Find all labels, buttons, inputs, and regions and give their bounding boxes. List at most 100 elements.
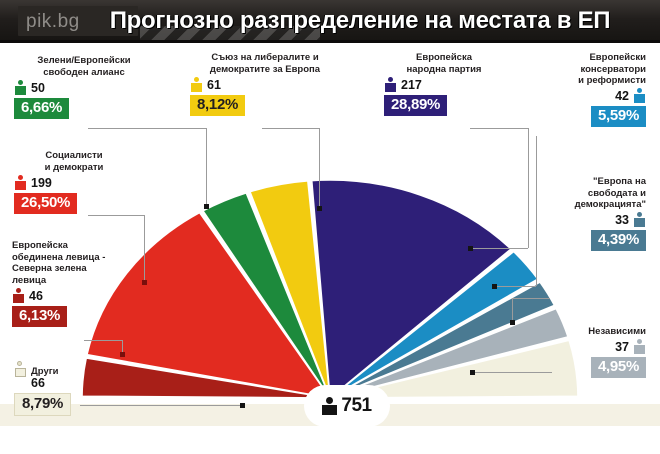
label-efd-name-1: свободата и [587, 187, 646, 199]
pie-slice [81, 357, 331, 399]
label-other-seats: 66 [31, 376, 45, 390]
label-sd: Социалисти и демократи 199 26,50% [14, 150, 134, 214]
header-bar: pik.bg Прогнозно разпределение на местат… [0, 0, 660, 43]
leader-line-alde-h [262, 128, 319, 129]
person-icon-ni [633, 338, 646, 354]
label-gue-name-0: Европейска [12, 240, 68, 251]
site-watermark: pik.bg [26, 11, 80, 32]
label-efd: "Европа на свободата и демокрацията" 33 … [526, 176, 646, 251]
label-gue-name-3: левица [12, 274, 47, 286]
label-epp-seats: 217 [401, 78, 422, 92]
label-sd-seats: 199 [31, 176, 52, 190]
leader-line-ni-h [472, 372, 552, 373]
label-ecr-name-0: Европейски [589, 52, 646, 63]
person-icon-epp [384, 77, 397, 92]
leader-line-alde-v [319, 128, 320, 208]
footer: Източник: Европейски парламент и TNS Opi… [0, 426, 660, 454]
label-greens-seats: 50 [31, 81, 45, 95]
leader-dot-greens [204, 204, 209, 209]
pie-slice [329, 280, 556, 399]
leader-line-ecr-v [536, 136, 537, 286]
label-gue: Европейска обединена левица - Северна зе… [12, 240, 142, 327]
leader-dot-alde [317, 206, 322, 211]
label-efd-name-0: "Европа на [593, 176, 646, 187]
label-other-name-0: Други [31, 365, 59, 377]
label-sd-pct: 26,50% [14, 193, 78, 214]
label-ni: Независими 37 4,95% [530, 326, 646, 378]
leader-dot-sd [142, 280, 147, 285]
leader-line-sd-v [144, 215, 145, 282]
label-alde-name-0: Съюз на либералите и [211, 52, 319, 63]
leader-dot-other [240, 403, 245, 408]
label-alde-name-1: демократите за Европа [209, 63, 321, 75]
person-icon-alde [190, 77, 203, 92]
leader-line-epp-v [528, 128, 529, 248]
label-gue-pct: 6,13% [12, 306, 68, 327]
pie-slice [201, 191, 331, 399]
label-epp: Европейска народна партия 217 28,89% [384, 52, 504, 116]
label-ecr: Европейски консерватори и реформисти 42 … [514, 52, 646, 127]
leader-line-epp-h2 [470, 248, 528, 249]
label-efd-seats: 33 [615, 212, 629, 227]
label-alde-pct: 8,12% [190, 95, 246, 116]
person-icon-other [14, 361, 27, 377]
label-greens-pct: 6,66% [14, 98, 70, 119]
leader-line-gue-v [122, 340, 123, 354]
person-icon-ecr [633, 87, 646, 103]
leader-line-greens-v [206, 128, 207, 206]
leader-dot-ni [470, 370, 475, 375]
leader-line-epp-h [470, 128, 528, 129]
label-efd-pct: 4,39% [590, 229, 646, 251]
leader-line-gue-h [84, 340, 122, 341]
pie-slice [310, 179, 513, 400]
label-ni-seats: 37 [615, 339, 629, 354]
label-gue-name-1: обединена левица - [12, 251, 106, 263]
label-gue-name-2: Северна зелена [12, 263, 87, 274]
pie-slice [329, 250, 540, 399]
label-sd-name-1: и демократи [44, 161, 104, 173]
label-epp-name-1: народна партия [406, 63, 482, 75]
label-alde: Съюз на либералите и демократите за Евро… [190, 52, 340, 116]
person-icon [322, 397, 338, 415]
label-ni-pct: 4,95% [590, 356, 646, 378]
leader-line-greens-h [88, 128, 206, 129]
label-ecr-seats: 42 [615, 88, 629, 103]
seats-semicircle-chart [81, 179, 579, 400]
total-seats-badge: 751 [304, 385, 390, 427]
person-icon-efd [633, 211, 646, 227]
pie-slice [329, 339, 579, 399]
label-ecr-name-1: консерватори [580, 63, 646, 75]
page-title: Прогнозно разпределение на местата в ЕП [109, 7, 611, 34]
leader-line-efd-v [512, 298, 513, 322]
pie-slice [248, 180, 331, 399]
leader-line-efd-h [512, 298, 550, 299]
person-icon-greens [14, 80, 27, 95]
leader-dot-epp [468, 246, 473, 251]
label-alde-seats: 61 [207, 78, 221, 92]
label-greens-name-1: свободен алианс [43, 66, 125, 78]
label-ecr-name-2: и реформисти [578, 75, 646, 86]
person-icon-gue [12, 288, 25, 303]
label-ecr-pct: 5,59% [590, 105, 646, 127]
label-epp-name-0: Европейска [416, 52, 472, 63]
person-icon-sd [14, 175, 27, 190]
label-greens-name-0: Зелени/Европейски [37, 55, 131, 66]
header-decoration [140, 26, 320, 42]
label-efd-name-2: демокрацията" [574, 199, 646, 210]
watermark-plate [18, 6, 138, 36]
pie-slice [329, 307, 570, 399]
label-epp-pct: 28,89% [384, 95, 448, 116]
leader-line-ecr-h [494, 286, 536, 287]
leader-line-other-h [80, 405, 242, 406]
leader-line-sd-h [88, 215, 144, 216]
total-seats-value: 751 [341, 395, 372, 416]
label-other: Други 66 8,79% [14, 361, 124, 416]
header-edge [0, 40, 660, 43]
leader-dot-gue [120, 352, 125, 357]
label-other-pct: 8,79% [14, 393, 72, 416]
label-gue-seats: 46 [29, 289, 43, 303]
label-ni-name-0: Независими [588, 326, 646, 337]
leader-dot-ecr [492, 284, 497, 289]
label-greens: Зелени/Европейски свободен алианс 50 6,6… [14, 55, 154, 119]
